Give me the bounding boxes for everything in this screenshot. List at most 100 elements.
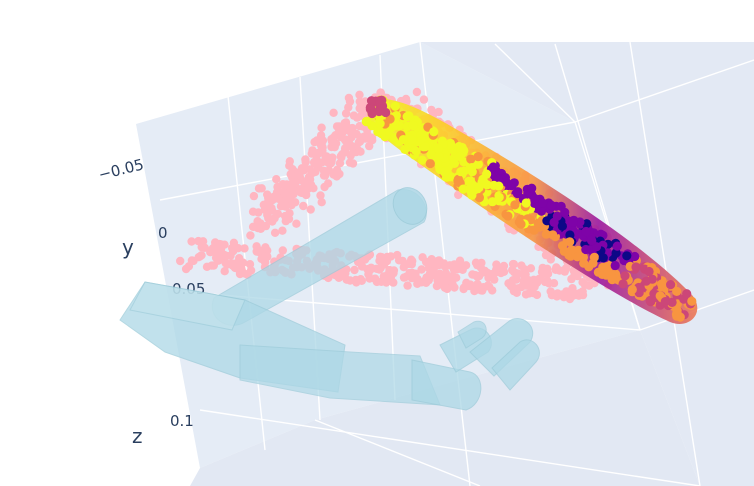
pink-point (187, 237, 196, 246)
pink-point (492, 260, 501, 269)
hand-mesh (119, 187, 540, 411)
pink-point (261, 221, 271, 231)
pink-point (468, 270, 477, 279)
colored-point (381, 107, 391, 118)
colored-point (456, 167, 466, 177)
pink-point (499, 267, 509, 276)
pink-point (270, 228, 280, 237)
colored-point (385, 114, 395, 124)
colored-point (586, 235, 597, 245)
colored-point (634, 288, 644, 298)
colored-point (610, 260, 620, 271)
pink-point (332, 165, 342, 175)
colored-point (408, 120, 418, 131)
pink-point (253, 223, 262, 233)
pink-point (375, 265, 384, 274)
colored-point (559, 246, 569, 256)
pink-point (306, 205, 315, 214)
pink-point (337, 268, 346, 277)
palm-top (129, 281, 246, 331)
pink-point (507, 280, 516, 289)
pink-point (365, 141, 374, 151)
colored-point (503, 211, 513, 221)
colored-point (377, 95, 387, 105)
pink-point (308, 146, 317, 155)
pink-point (278, 180, 288, 189)
colored-point (611, 248, 621, 258)
pink-point (317, 198, 326, 207)
colored-point (488, 162, 498, 172)
pink-point (181, 264, 191, 274)
pink-point (394, 256, 404, 265)
colored-point (433, 144, 444, 154)
pink-point (407, 260, 416, 269)
colored-point (458, 184, 468, 194)
colored-point-cloud (361, 95, 698, 324)
colored-point (620, 271, 630, 281)
pink-point (364, 270, 373, 279)
colored-point (426, 150, 436, 160)
pink-point (317, 123, 326, 132)
pink-point (418, 253, 427, 262)
colored-point (510, 200, 520, 210)
colored-point (568, 217, 578, 227)
pink-point (329, 133, 338, 142)
colored-point (425, 159, 435, 169)
pink-point (553, 289, 562, 298)
pink-point (427, 105, 436, 115)
pink-point (206, 248, 215, 257)
pink-point (429, 267, 438, 276)
pink-point (371, 274, 380, 283)
pink-point (269, 192, 278, 202)
colored-point (627, 284, 637, 295)
pink-point (341, 109, 351, 118)
pink-point (245, 260, 255, 269)
pink-point (265, 214, 274, 223)
colored-point (457, 142, 467, 153)
pink-point (222, 259, 231, 268)
pink-point (348, 159, 358, 168)
pink-point (499, 261, 509, 271)
colored-point (362, 116, 372, 126)
pink-point (232, 258, 242, 268)
colored-point (682, 289, 692, 299)
pink-point (512, 288, 521, 297)
colored-point (672, 286, 682, 296)
pink-point (257, 246, 266, 255)
pink-point (276, 202, 286, 211)
pink-point (320, 167, 329, 177)
pink-point (357, 276, 366, 285)
colored-point (538, 198, 548, 208)
forearm-end (392, 187, 428, 225)
pink-point (386, 272, 396, 281)
pink-point (207, 261, 216, 270)
pink-point (403, 281, 412, 290)
colored-point (581, 226, 591, 237)
pink-point (176, 256, 185, 266)
colored-point (376, 128, 386, 139)
pink-point (323, 179, 333, 188)
pink-point (459, 284, 468, 294)
colored-point (607, 275, 617, 285)
pink-point (348, 142, 357, 151)
pink-point (568, 284, 577, 293)
pink-point (417, 265, 426, 274)
pink-point (286, 170, 295, 179)
colored-point (598, 253, 608, 263)
pink-point (298, 165, 308, 174)
pink-point (267, 206, 277, 215)
colored-point (660, 297, 670, 307)
pink-point (413, 274, 422, 284)
pink-point (299, 201, 308, 211)
colored-point (572, 252, 583, 262)
pink-point (211, 240, 220, 249)
pink-point (345, 276, 355, 285)
colored-point (514, 217, 525, 227)
pink-point (310, 137, 319, 147)
finger-4 (491, 339, 540, 391)
pink-point (485, 282, 494, 291)
scene-side-wall (420, 42, 754, 486)
pink-point (287, 200, 296, 210)
